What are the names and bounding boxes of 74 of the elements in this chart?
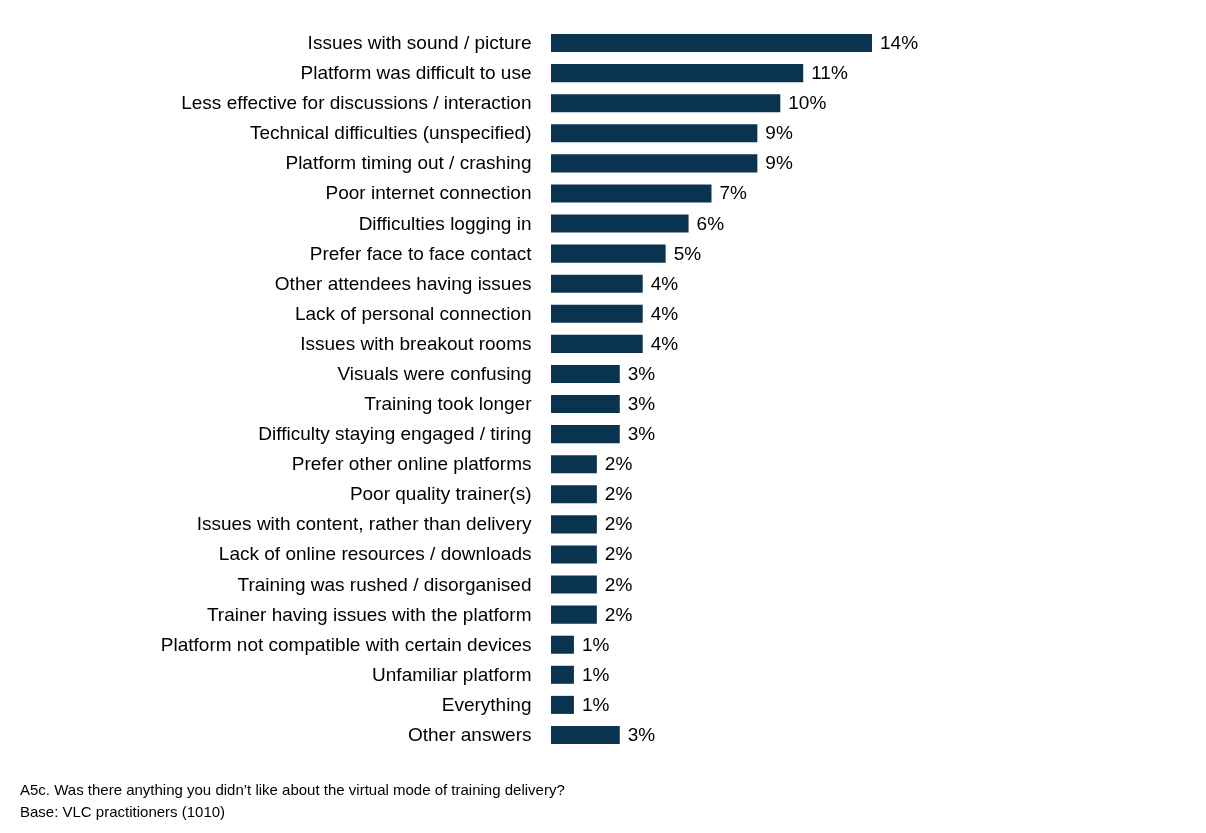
data-label: 1% xyxy=(581,633,610,655)
bar xyxy=(551,34,872,53)
y-tick-label: Platform not compatible with certain devices xyxy=(160,633,532,655)
bar xyxy=(551,545,597,564)
y-tick-label: Platform timing out / crashing xyxy=(285,152,532,174)
y-tick-label: Difficulties logging in xyxy=(358,212,532,234)
text: A5c. Was there anything you didn’t like about the virtual mode of training delivery? xyxy=(20,781,565,798)
y-tick-label: Poor internet connection xyxy=(325,182,532,204)
data-label: 1% xyxy=(581,693,610,715)
data-label: 2% xyxy=(604,453,633,475)
data-label: 10% xyxy=(788,92,827,114)
data-label: 2% xyxy=(604,573,633,595)
y-tick-label: Prefer other online platforms xyxy=(291,453,532,475)
y-tick-label: Trainer having issues with the platform xyxy=(206,603,532,625)
bar xyxy=(551,334,643,353)
y-tick-label: Other answers xyxy=(407,723,532,745)
y-tick-label: Difficulty staying engaged / tiring xyxy=(258,423,532,445)
bar xyxy=(551,184,712,203)
bar xyxy=(551,154,758,173)
bar xyxy=(551,665,574,684)
bar xyxy=(551,304,643,323)
bar xyxy=(551,364,620,383)
data-label: 7% xyxy=(719,182,748,204)
y-tick-label: Training was rushed / disorganised xyxy=(237,573,532,595)
data-label: 3% xyxy=(627,393,656,415)
data-label: 14% xyxy=(880,32,919,54)
bar xyxy=(551,605,597,624)
y-tick-label: Lack of online resources / downloads xyxy=(218,543,532,565)
data-label: 11% xyxy=(811,62,848,84)
data-label: 6% xyxy=(696,212,725,234)
y-tick-label: Issues with content, rather than delivery xyxy=(196,513,532,535)
y-tick-label: Unfamiliar platform xyxy=(372,663,532,685)
y-tick-label: Lack of personal connection xyxy=(294,302,532,324)
y-tick-label: Poor quality trainer(s) xyxy=(349,483,532,505)
data-label: 2% xyxy=(604,603,633,625)
bar xyxy=(551,725,620,744)
bar xyxy=(551,515,597,534)
data-label: 3% xyxy=(627,362,656,384)
bar xyxy=(551,455,597,474)
y-tick-label: Issues with breakout rooms xyxy=(300,332,532,354)
data-label: 3% xyxy=(627,423,656,445)
y-tick-label: Less effective for discussions / interaction xyxy=(181,92,532,114)
bar xyxy=(551,395,620,414)
y-tick-label: Everything xyxy=(441,693,532,715)
data-label: 1% xyxy=(581,663,610,685)
bar xyxy=(551,485,597,504)
data-label: 2% xyxy=(604,513,633,535)
data-label: 4% xyxy=(650,332,679,354)
bar xyxy=(551,635,574,654)
y-tick-label: Issues with sound / picture xyxy=(307,32,532,54)
bar xyxy=(551,94,781,113)
y-tick-label: Training took longer xyxy=(364,393,533,415)
data-label: 9% xyxy=(765,122,793,144)
data-label: 2% xyxy=(604,543,633,565)
bar xyxy=(551,124,758,143)
data-label: 2% xyxy=(604,483,633,505)
bar xyxy=(551,425,620,444)
data-label: 9% xyxy=(765,152,793,174)
y-tick-label: Other attendees having issues xyxy=(274,272,532,294)
y-tick-label: Visuals were confusing xyxy=(337,362,532,384)
y-tick-label: Platform was difficult to use xyxy=(300,62,532,84)
bar xyxy=(551,575,597,594)
data-label: 4% xyxy=(650,272,679,294)
text: Base: VLC practitioners (1010) xyxy=(20,803,226,820)
bar xyxy=(551,64,804,83)
y-tick-label: Prefer face to face contact xyxy=(309,242,533,264)
bar xyxy=(551,244,666,263)
data-label: 4% xyxy=(650,302,679,324)
y-tick-label: Technical difficulties (unspecified) xyxy=(249,122,532,144)
bar xyxy=(551,695,574,714)
bar xyxy=(551,274,643,293)
bar xyxy=(551,214,689,233)
data-label: 5% xyxy=(673,242,702,264)
data-label: 3% xyxy=(627,723,656,745)
